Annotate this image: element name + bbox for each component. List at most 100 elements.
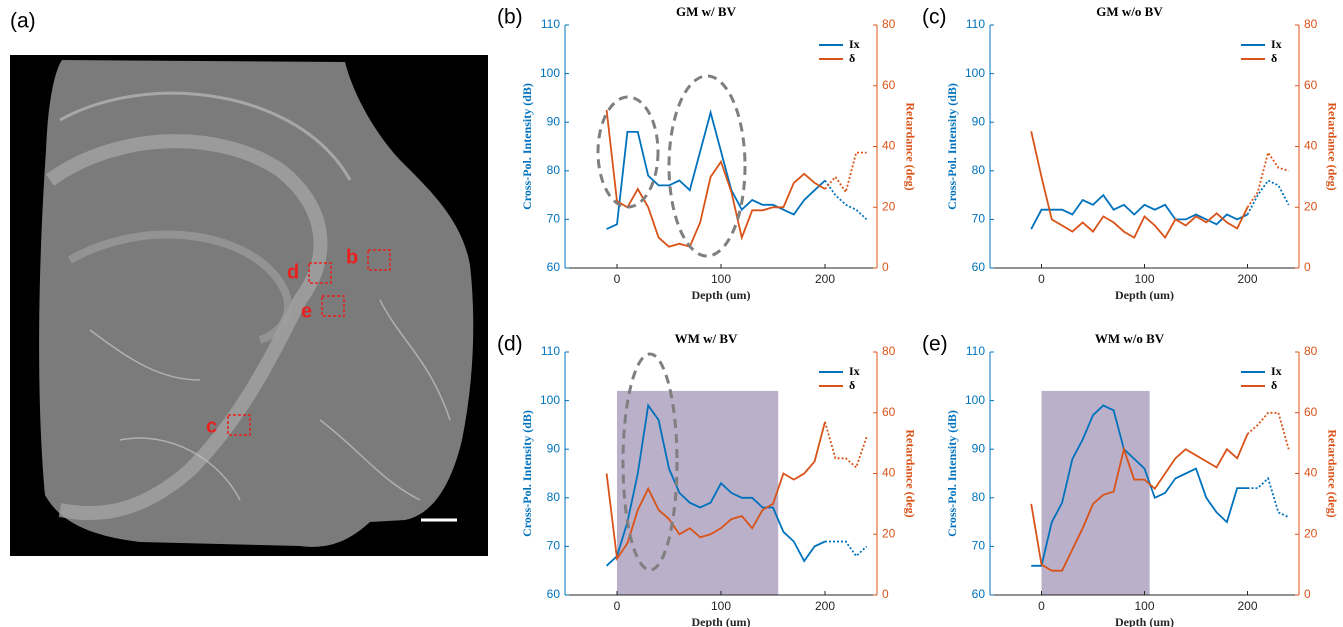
- y2-tick-label: 80: [882, 344, 896, 358]
- y-tick-label: 100: [965, 66, 985, 80]
- x-tick-label: 200: [815, 599, 835, 613]
- roi-label: c: [206, 415, 217, 437]
- y2-tick-label: 0: [1304, 260, 1311, 274]
- y-axis-label: Cross-Pol. Intensity (dB): [520, 83, 534, 210]
- y-tick-label: 70: [547, 212, 561, 226]
- series-line: [1030, 433, 1249, 572]
- dashed-ellipse: [596, 95, 660, 209]
- series-line: [1246, 150, 1289, 208]
- annotations: [596, 74, 747, 572]
- y2-tick-label: 40: [882, 139, 896, 153]
- y2-tick-label: 20: [1304, 526, 1318, 540]
- x-tick-label: 0: [614, 272, 621, 286]
- y-tick-label: 70: [972, 212, 986, 226]
- x-tick-label: 0: [1038, 272, 1045, 286]
- y-tick-label: 90: [972, 441, 986, 455]
- chart: (c) GM w/o BV 0 100 200 60 70 80 90 100 110 0 20 40 60…: [922, 4, 1339, 302]
- y2-tick-label: 40: [882, 466, 896, 480]
- y-tick-label: 110: [541, 344, 560, 358]
- panel-label: (d): [497, 333, 523, 356]
- y-tick-label: 70: [972, 539, 986, 553]
- panel-label: (a): [10, 10, 36, 33]
- series-line: [824, 151, 867, 195]
- x-axis-label: Depth (um): [692, 288, 751, 302]
- chart-title: WM w/ BV: [675, 331, 738, 346]
- series-line: [824, 179, 868, 221]
- y-tick-label: 100: [540, 393, 560, 407]
- legend-label: Ix: [1271, 364, 1282, 378]
- y2-tick-label: 0: [1304, 587, 1311, 601]
- chart-title: GM w/ BV: [676, 4, 737, 19]
- y2-tick-label: 20: [882, 199, 896, 213]
- y-tick-label: 110: [966, 17, 985, 31]
- y-tick-label: 100: [965, 393, 985, 407]
- y-tick-label: 60: [972, 260, 986, 274]
- y-axis-label: Cross-Pol. Intensity (dB): [945, 83, 959, 210]
- vessel: [59, 91, 352, 181]
- series-line: [1246, 179, 1290, 215]
- y2-tick-label: 60: [1304, 405, 1318, 419]
- y2-tick-label: 60: [882, 78, 896, 92]
- y-tick-label: 80: [547, 163, 561, 177]
- y-tick-label: 90: [547, 114, 561, 128]
- series-line: [824, 421, 868, 469]
- y2-tick-label: 0: [882, 260, 889, 274]
- x-tick-label: 100: [711, 599, 731, 613]
- legend-label: δ: [1271, 51, 1277, 65]
- x-tick-label: 0: [1038, 599, 1045, 613]
- chart: (e) WM w/o BV 0 100 200 60 70 80 90 100 110 0 20 40 60…: [922, 331, 1339, 627]
- roi-box: [321, 295, 345, 317]
- y2-axis-label: Retardance (deg): [1325, 429, 1339, 517]
- x-axis-label: Depth (um): [1115, 615, 1174, 627]
- white-matter-tract: [45, 134, 328, 520]
- y2-tick-label: 60: [1304, 78, 1318, 92]
- panel-label: (e): [922, 333, 948, 356]
- legend-label: δ: [849, 51, 855, 65]
- series-line: [1030, 131, 1249, 240]
- roi-box: [227, 414, 251, 436]
- roi-label: b: [346, 246, 358, 268]
- series-line: [1246, 411, 1290, 450]
- y-tick-label: 80: [547, 490, 561, 504]
- chart-title: GM w/o BV: [1096, 4, 1163, 19]
- dashed-ellipse: [667, 74, 747, 258]
- roi-box: [308, 262, 332, 284]
- image-panel: (a) b c d e: [10, 10, 488, 556]
- y-axis-label: Cross-Pol. Intensity (dB): [520, 410, 534, 537]
- x-axis-label: Depth (um): [692, 615, 751, 627]
- series-line: [1031, 404, 1248, 567]
- y-axis-label: Cross-Pol. Intensity (dB): [945, 410, 959, 537]
- panel-label: (c): [922, 6, 947, 29]
- x-tick-label: 100: [1134, 272, 1154, 286]
- y-tick-label: 60: [547, 587, 561, 601]
- y2-axis-label: Retardance (deg): [903, 429, 917, 517]
- y-tick-label: 90: [547, 441, 561, 455]
- roi-label: e: [301, 300, 312, 322]
- x-axis-label: Depth (um): [1115, 288, 1174, 302]
- y2-tick-label: 20: [882, 526, 896, 540]
- y2-tick-label: 80: [1304, 344, 1318, 358]
- y2-tick-label: 20: [1304, 199, 1318, 213]
- y-tick-label: 80: [972, 163, 986, 177]
- x-tick-label: 200: [815, 272, 835, 286]
- vessel: [89, 299, 451, 501]
- highlight-region: [617, 390, 779, 595]
- white-matter-tract: [68, 230, 292, 344]
- x-tick-label: 100: [1134, 599, 1154, 613]
- y-tick-label: 110: [541, 17, 560, 31]
- legend-label: δ: [849, 378, 855, 392]
- series-line: [1030, 193, 1248, 230]
- x-tick-label: 200: [1237, 272, 1257, 286]
- legend-label: Ix: [1271, 37, 1282, 51]
- y2-tick-label: 0: [882, 587, 889, 601]
- legend-label: δ: [1271, 378, 1277, 392]
- roi-label: d: [287, 261, 299, 283]
- legend-label: Ix: [849, 364, 860, 378]
- y2-axis-label: Retardance (deg): [903, 102, 917, 190]
- dashed-ellipse: [621, 352, 679, 572]
- legend-label: Ix: [849, 37, 860, 51]
- y2-tick-label: 80: [1304, 17, 1318, 31]
- panel-label: (b): [497, 6, 523, 29]
- y2-tick-label: 80: [882, 17, 896, 31]
- y2-tick-label: 60: [882, 405, 896, 419]
